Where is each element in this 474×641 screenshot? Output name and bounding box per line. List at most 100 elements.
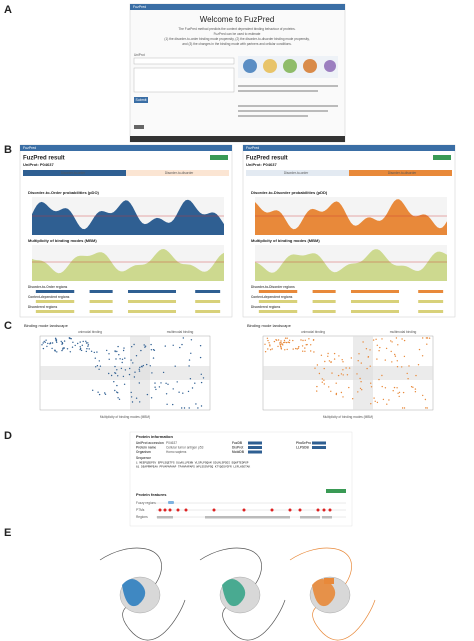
scatter-dot-decoration [130, 391, 132, 394]
scatter-dot-decoration [271, 348, 273, 350]
scatter-dot-decoration [146, 393, 149, 396]
scatter-dot-decoration [200, 405, 203, 407]
scatter-dot-decoration [174, 365, 176, 367]
region-bar [128, 310, 176, 313]
scatter-dot-decoration [350, 357, 352, 359]
submit-button[interactable] [134, 97, 148, 103]
scatter-dot-decoration [61, 341, 63, 344]
scatter-dot-decoration [308, 338, 310, 340]
db-link[interactable] [312, 446, 326, 449]
track-title: Disorder-to-Disorder regions [251, 285, 295, 289]
sequence-label: Sequence [136, 456, 151, 460]
scatter-dot-decoration [121, 361, 123, 364]
tab-left[interactable] [246, 170, 349, 176]
scatter-dot-decoration [318, 372, 321, 375]
result-title: FuzPred result [23, 156, 65, 162]
tab-right[interactable] [349, 170, 452, 176]
scatter-dot-decoration [330, 361, 332, 363]
scatter-dot-decoration [401, 407, 404, 409]
scatter-dot-decoration [391, 361, 393, 363]
landscape-left: unimodal binding [301, 330, 325, 334]
landscape-left: unimodal binding [78, 330, 102, 334]
scatter-dot-decoration [187, 390, 190, 393]
scatter-dot-decoration [61, 349, 63, 352]
x-axis-label: Multiplicity of binding modes (MBM) [323, 415, 373, 419]
scatter-dot-decoration [104, 392, 106, 394]
scatter-dot-decoration [269, 345, 271, 347]
db-link[interactable] [248, 450, 262, 454]
scatter-dot-decoration [321, 378, 323, 380]
scatter-dot-decoration [269, 349, 272, 351]
region-bar [195, 300, 221, 303]
scatter-dot-decoration [55, 339, 58, 341]
scatter-dot-decoration [323, 383, 325, 385]
scatter-dot-decoration [96, 365, 99, 367]
plot-title: Disorder-to-Order probabilities (pDO) [28, 190, 100, 195]
db-link[interactable] [248, 446, 262, 449]
tab-right[interactable] [126, 170, 229, 176]
scatter-dot-decoration [179, 346, 181, 349]
region-bar [195, 290, 221, 293]
scatter-dot-decoration [396, 366, 399, 368]
scatter-dot-decoration [130, 359, 132, 361]
brand[interactable]: FuzPred [23, 146, 36, 150]
sequence-input[interactable] [133, 67, 235, 93]
scatter-dot-decoration [346, 374, 349, 376]
uniprot-input[interactable] [133, 57, 235, 65]
scatter-dot-decoration [284, 349, 286, 351]
scatter-dot-decoration [367, 356, 369, 358]
scatter-dot-decoration [421, 355, 424, 357]
scatter-dot-decoration [425, 337, 428, 339]
panel-label: C [4, 320, 12, 332]
scatter-dot-decoration [402, 391, 405, 394]
download-button[interactable] [326, 489, 346, 493]
tab-left[interactable] [23, 170, 126, 176]
db-link[interactable] [312, 441, 326, 445]
region-bar [35, 300, 75, 303]
region-bar [258, 290, 298, 293]
plot-title: Disorder-to-Disorder probabilities (pDD) [251, 190, 328, 195]
region-bar [418, 290, 444, 293]
profile-decoration [32, 249, 224, 281]
scatter-dot-decoration [164, 345, 166, 347]
scatter-dot-decoration [92, 389, 94, 391]
scatter-dot-decoration [304, 347, 306, 349]
tab-right-label: Disorder-to-disorder [388, 171, 417, 175]
scatter-dot-decoration [200, 381, 203, 384]
scatter-dot-decoration [286, 337, 288, 339]
download-button[interactable] [433, 155, 451, 160]
download-button[interactable] [210, 155, 228, 160]
brand[interactable]: FuzPred [246, 146, 259, 150]
scatter-dot-decoration [320, 354, 323, 356]
scatter-dot-decoration [356, 373, 358, 375]
scatter-dot-decoration [370, 386, 373, 388]
scatter-dot-decoration [134, 371, 136, 373]
scatter-dot-decoration [362, 341, 364, 343]
info-key: Organism [136, 450, 151, 454]
brand[interactable]: FuzPred [133, 5, 146, 9]
scatter-dot-decoration [56, 351, 58, 353]
region-bar [89, 300, 113, 303]
scatter-dot-decoration [131, 401, 134, 403]
scatter-dot-decoration [119, 358, 121, 360]
scatter-dot-decoration [66, 348, 69, 350]
scatter-dot-decoration [82, 340, 84, 343]
db-link[interactable] [248, 441, 262, 445]
region-bar [89, 290, 113, 293]
panel-label: E [4, 527, 11, 539]
scatter-dot-decoration [385, 347, 388, 350]
scatter-dot-decoration [181, 343, 183, 346]
scatter-dot-decoration [133, 376, 136, 378]
scatter-dot-decoration [426, 343, 428, 345]
feature-row: Fuzzy regions [136, 501, 156, 505]
scatter-dot-decoration [392, 390, 394, 392]
scatter-dot-decoration [120, 367, 123, 370]
scatter-dot-decoration [283, 339, 286, 342]
scatter-dot-decoration [388, 399, 390, 401]
scatter-dot-decoration [122, 349, 125, 352]
plot-title: Multiplicity of binding modes (MBM) [251, 238, 320, 243]
scatter-dot-decoration [266, 337, 269, 339]
scatter-dot-decoration [369, 349, 371, 351]
scatter-dot-decoration [360, 381, 362, 383]
